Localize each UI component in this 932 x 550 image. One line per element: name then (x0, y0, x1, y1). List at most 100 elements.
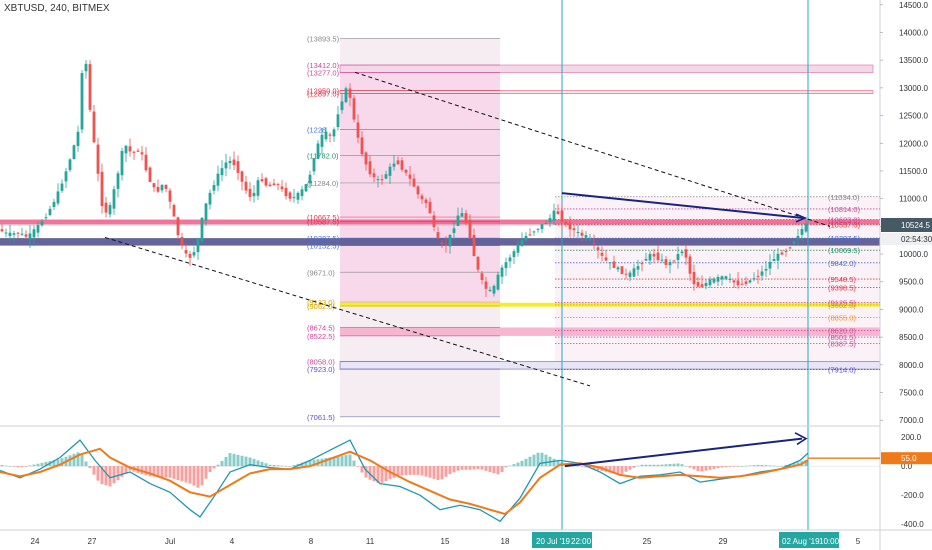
candle-body (628, 272, 632, 278)
candle-body (640, 263, 644, 265)
macd-histogram-bar (168, 466, 172, 478)
candle-body (316, 143, 320, 159)
candle-body (368, 161, 372, 175)
candle-body (80, 73, 84, 130)
macd-signal-line (0, 447, 809, 516)
macd-histogram-bar (100, 466, 104, 485)
candle-body (756, 275, 760, 277)
candle-body (584, 235, 588, 238)
left-fib-label: (8674.5) (307, 323, 335, 332)
candle-body (48, 208, 52, 215)
divergence-price-line (561, 192, 804, 220)
macd-histogram-bar (272, 465, 276, 467)
candle-body (572, 228, 576, 231)
candle-body (636, 266, 640, 270)
macd-histogram-bar (380, 466, 384, 483)
price-axis-label: 8000.0 (899, 361, 924, 370)
candle-body (704, 283, 708, 287)
macd-histogram-bar (200, 466, 204, 486)
candle-body (4, 232, 8, 234)
macd-histogram-bar (620, 466, 624, 474)
time-axis-label: 8 (309, 537, 314, 546)
left-fib-label: (12897.0) (307, 90, 340, 99)
macd-histogram-bar (96, 466, 100, 481)
candle-body (736, 280, 740, 286)
time-tag-start (532, 532, 592, 548)
macd-histogram-bar (244, 456, 248, 467)
macd-histogram-bar (672, 463, 676, 467)
right-fib-label: (9398.5) (828, 283, 856, 292)
macd-histogram-bar (412, 466, 416, 475)
candle-body (172, 204, 176, 217)
macd-histogram-bar (376, 466, 380, 483)
candle-body (312, 158, 316, 172)
candle-body (204, 203, 208, 221)
candle-body (160, 184, 164, 191)
macd-histogram-bar (628, 466, 632, 470)
right-fib-label: (10623.0) (828, 216, 861, 225)
candle-body (568, 222, 572, 230)
macd-histogram-bar (624, 466, 628, 472)
candle-body (152, 183, 156, 188)
candle-body (532, 231, 536, 233)
macd-histogram-bar (768, 465, 772, 467)
price-axis-label: 12000.0 (899, 139, 928, 148)
macd-histogram-bar (284, 465, 288, 467)
candle-body (596, 247, 600, 251)
candle-body (56, 191, 60, 204)
candle-body (644, 258, 648, 261)
current-price-value: 10524.5 (901, 221, 930, 230)
candle-body (24, 234, 28, 237)
candle-body (252, 192, 256, 197)
macd-histogram-bar (108, 466, 112, 487)
macd-histogram-bar (524, 458, 528, 467)
macd-histogram-bar (792, 463, 796, 467)
candle-body (128, 146, 132, 152)
macd-histogram-bar (764, 465, 768, 467)
macd-histogram-bar (176, 466, 180, 481)
macd-histogram-bar (612, 466, 616, 474)
macd-histogram-bar (52, 460, 56, 467)
candle-body (720, 276, 724, 280)
candle-body (336, 114, 340, 128)
candle-body (264, 178, 268, 186)
left-fib-label: (13412.0) (307, 61, 340, 70)
macd-histogram-bar (532, 454, 536, 467)
macd-histogram-bar (224, 456, 228, 467)
macd-histogram-bar (144, 466, 148, 476)
candle-body (676, 253, 680, 261)
macd-histogram-bar (156, 466, 160, 477)
candle-body (508, 257, 512, 262)
candle-body (452, 228, 456, 234)
candle-body (276, 184, 280, 186)
macd-signal-value: 55.0 (901, 454, 917, 463)
macd-histogram-bar (556, 460, 560, 467)
macd-histogram-bar (84, 461, 88, 467)
macd-histogram-bar (88, 466, 92, 469)
candle-body (92, 111, 96, 143)
left-fib-label: (9133.0) (307, 298, 335, 307)
macd-histogram-bar (520, 460, 524, 467)
macd-histogram-bar (664, 464, 668, 467)
candle-body (388, 166, 392, 176)
left-fib-label: (11782.0) (307, 151, 339, 160)
candle-body (328, 134, 332, 136)
macd-histogram-bar (656, 464, 660, 467)
macd-histogram-bar (36, 463, 40, 467)
candle-body (564, 221, 568, 224)
price-axis-label: 13000.0 (899, 84, 928, 93)
candle-body (72, 145, 76, 160)
macd-histogram-bar (372, 466, 376, 482)
macd-histogram-bar (704, 466, 708, 471)
left-fib-label: (10287.5) (307, 234, 340, 243)
candle-body (376, 179, 380, 181)
right-fib-label: (9548.5) (828, 275, 856, 284)
right-fib-label: (10069.5) (828, 246, 861, 255)
candle-body (180, 236, 184, 246)
candle-body (88, 64, 92, 110)
candle-body (96, 144, 100, 174)
candle-body (440, 242, 444, 245)
time-axis-label: 24 (31, 537, 40, 546)
candle-body (260, 179, 264, 182)
